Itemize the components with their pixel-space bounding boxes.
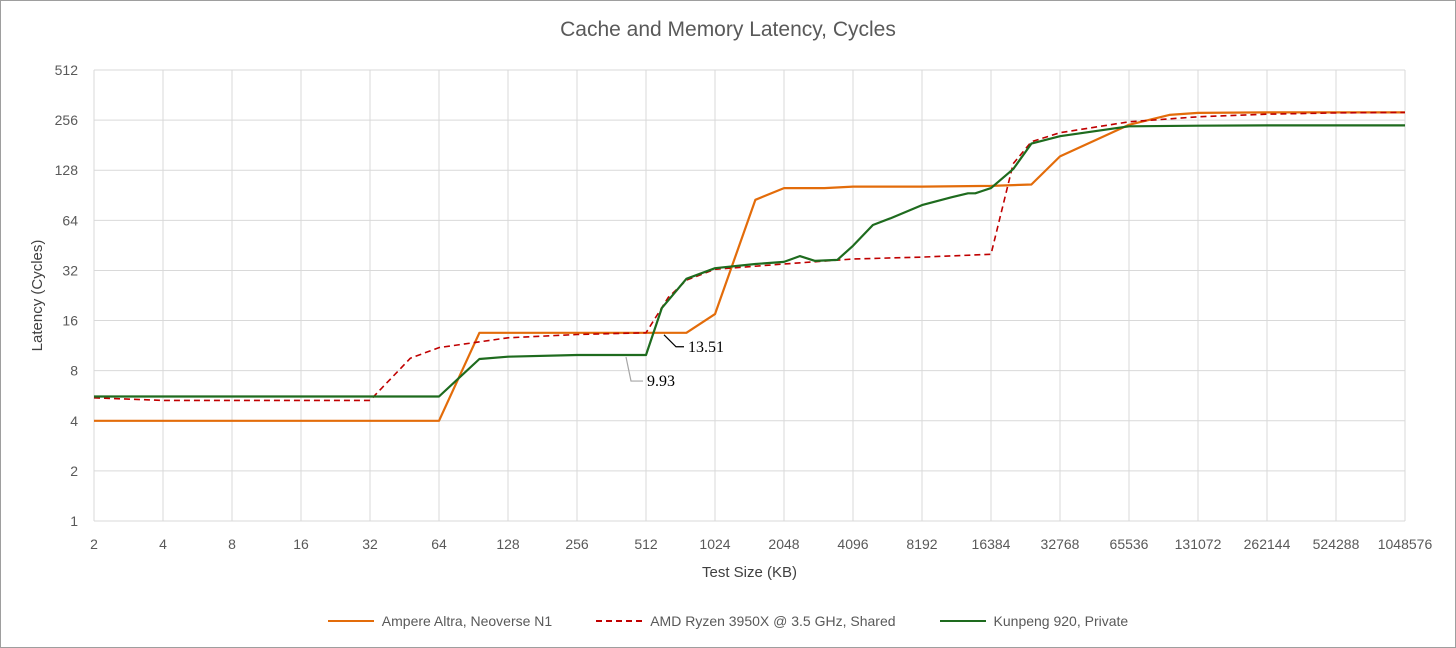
y-tick-label: 4 [70,413,78,429]
x-tick-label: 524288 [1313,536,1360,552]
x-tick-label: 64 [431,536,447,552]
y-tick-label: 512 [55,62,79,78]
series-lines [93,111,1406,422]
series-line-kunpeng [94,124,1405,398]
x-tick-label: 128 [496,536,520,552]
x-tick-label: 512 [634,536,658,552]
legend-item-kunpeng: Kunpeng 920, Private [939,613,1129,629]
grid-lines [93,69,1406,522]
legend-label-ampere: Ampere Altra, Neoverse N1 [381,613,553,629]
x-tick-label: 131072 [1175,536,1222,552]
annotations: 13.51 9.93 [625,334,724,390]
y-tick-label: 128 [55,162,79,178]
y-tick-label: 1 [70,513,78,529]
annotation-label: 9.93 [647,373,675,390]
chart-title: Cache and Memory Latency, Cycles [560,18,896,41]
y-axis-title: Latency (Cycles) [29,240,46,352]
annotation-leader [663,334,684,348]
x-tick-label: 8 [228,536,236,552]
y-axis-ticks: 1 2 4 8 16 32 64 128 256 512 [55,62,79,529]
legend-label-amd: AMD Ryzen 3950X @ 3.5 GHz, Shared [650,613,896,629]
x-tick-label: 16384 [972,536,1011,552]
y-tick-label: 8 [70,363,78,379]
x-tick-label: 8192 [906,536,937,552]
y-tick-label: 16 [62,313,78,329]
annotation-label: 13.51 [688,339,724,356]
annotation-leader [625,356,643,382]
x-tick-label: 4096 [837,536,868,552]
x-tick-label: 32768 [1041,536,1080,552]
x-tick-label: 65536 [1110,536,1149,552]
legend-swatch-kunpeng [939,620,986,622]
x-tick-label: 4 [159,536,167,552]
legend-item-amd: AMD Ryzen 3950X @ 3.5 GHz, Shared [596,613,896,629]
x-axis-title: Test Size (KB) [702,564,797,581]
x-tick-label: 16 [293,536,309,552]
series-line-amd [93,111,1406,402]
legend: Ampere Altra, Neoverse N1 AMD Ryzen 3950… [0,610,1456,632]
x-axis-ticks: 2 4 8 16 32 64 128 256 512 1024 2048 4096 8192 16384 3… [90,536,1432,552]
y-tick-label: 256 [55,112,79,128]
x-tick-label: 262144 [1244,536,1291,552]
x-tick-label: 1048576 [1378,536,1433,552]
series-line-ampere [94,111,1405,422]
x-tick-label: 1024 [699,536,730,552]
x-tick-label: 32 [362,536,378,552]
legend-swatch-ampere [327,620,374,622]
y-tick-label: 32 [62,262,78,278]
legend-swatch-amd [596,620,643,622]
y-tick-label: 2 [70,463,78,479]
x-tick-label: 256 [565,536,589,552]
x-tick-label: 2 [90,536,98,552]
y-tick-label: 64 [62,212,78,228]
legend-item-ampere: Ampere Altra, Neoverse N1 [327,613,553,629]
legend-label-kunpeng: Kunpeng 920, Private [993,613,1129,629]
x-tick-label: 2048 [768,536,799,552]
